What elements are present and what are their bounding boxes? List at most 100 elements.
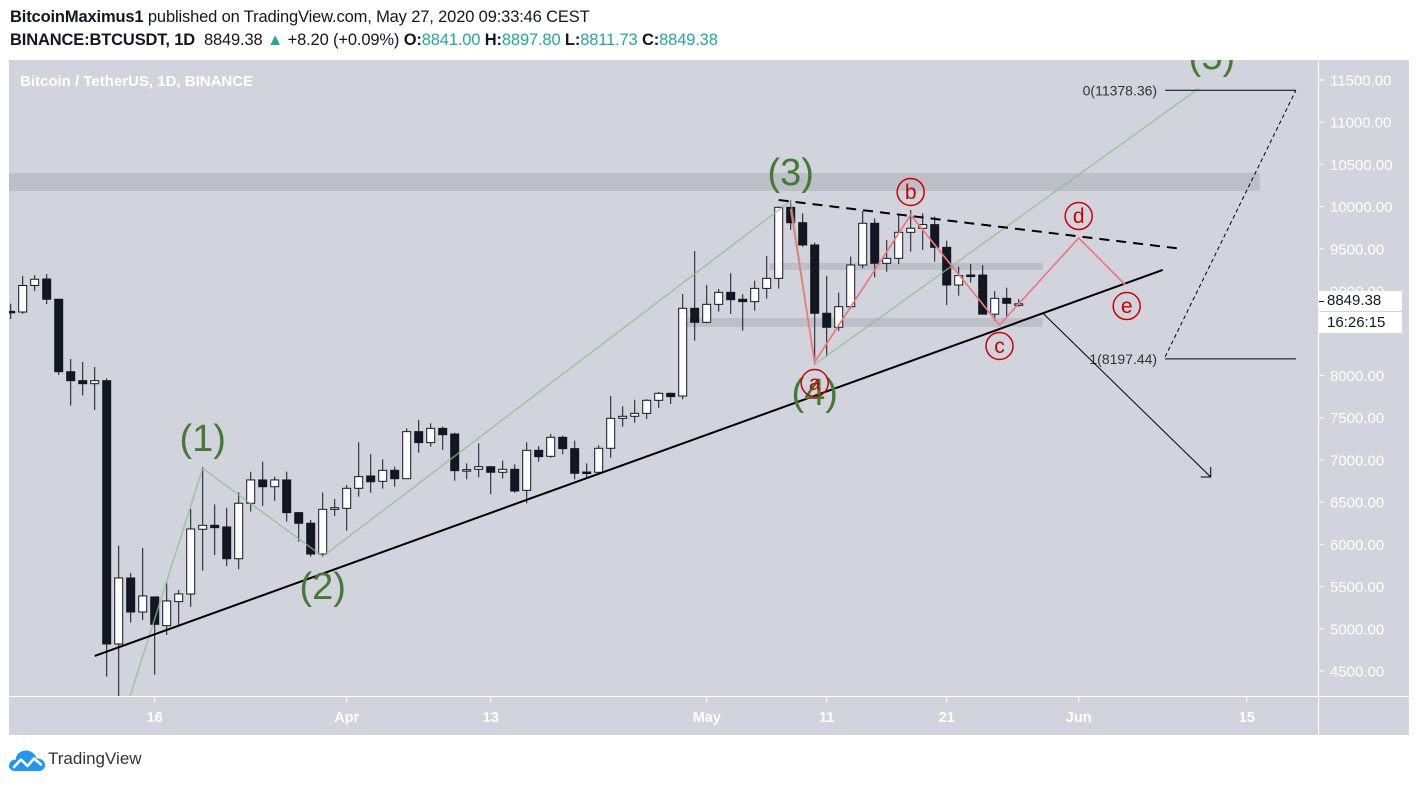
- wave-labels: (1) (2) (3) (4) (5) a b c d e: [179, 60, 1235, 608]
- candle: [738, 294, 748, 331]
- candle: [606, 396, 616, 458]
- candle: [546, 434, 556, 458]
- candle-body: [270, 479, 280, 488]
- candle-body: [510, 468, 520, 492]
- abcde-triangle-line: [789, 208, 1127, 365]
- candle-body: [210, 524, 220, 529]
- candle-body: [762, 277, 772, 289]
- price-tick-label: 5500.00: [1330, 579, 1384, 596]
- candle: [654, 391, 664, 408]
- candle: [726, 273, 736, 314]
- time-tick-label: 13: [483, 710, 499, 726]
- candle-body: [714, 291, 724, 305]
- ohlc-low-label: L:: [564, 31, 581, 49]
- ohlc-close-label: C:: [642, 31, 660, 49]
- candle-body: [798, 222, 808, 246]
- candle: [774, 206, 784, 289]
- abcde-letter: a: [809, 372, 821, 395]
- candle-body: [438, 427, 448, 436]
- candle-body: [654, 392, 664, 401]
- candle: [486, 466, 496, 495]
- candle: [270, 476, 280, 501]
- candle-body: [258, 479, 268, 488]
- candle: [366, 454, 376, 493]
- candle-body: [774, 206, 784, 279]
- tradingview-brand[interactable]: TradingView: [48, 749, 142, 768]
- author-name[interactable]: BitcoinMaximus1: [10, 8, 144, 26]
- candle-body: [810, 244, 820, 314]
- candle-body: [474, 466, 484, 470]
- chart-container[interactable]: [9, 60, 1409, 735]
- candle: [1002, 287, 1012, 317]
- candle-body: [78, 380, 88, 385]
- drawing-tools: 0(11378.36) 1(8197.44): [94, 82, 1297, 696]
- time-axis[interactable]: 16 Apr 13 May 11 21 Jun 15: [147, 697, 1255, 726]
- candle: [930, 216, 940, 262]
- candle: [966, 263, 976, 283]
- candle-body: [354, 476, 364, 489]
- candle-body: [786, 206, 796, 224]
- price-tick-label: 4500.00: [1330, 664, 1384, 681]
- abcde-letter: d: [1073, 205, 1085, 228]
- abcde-label: c: [985, 331, 1014, 361]
- candle-body: [174, 593, 184, 603]
- ohlc-high-value: 8897.80: [501, 31, 561, 49]
- candle-body: [162, 600, 172, 627]
- candle: [330, 499, 340, 517]
- candle: [390, 466, 400, 487]
- wave-label: (4): [791, 372, 837, 414]
- price-tick-label: 6500.00: [1330, 495, 1384, 512]
- label-circle: [800, 368, 829, 398]
- candle-body: [426, 427, 436, 444]
- candle: [150, 596, 160, 675]
- candle-body: [642, 399, 652, 414]
- label-circle: [985, 331, 1014, 361]
- candle: [594, 445, 604, 475]
- candle: [414, 419, 424, 453]
- candle: [42, 274, 52, 304]
- candle-body: [594, 447, 604, 473]
- price-change: +8.20 (+0.09%): [287, 31, 400, 49]
- candle-body: [846, 264, 856, 308]
- price-tick-label: 11500.00: [1330, 73, 1391, 90]
- candle-body: [54, 298, 64, 373]
- candle: [642, 399, 652, 419]
- candle: [342, 485, 352, 531]
- candle-body: [318, 508, 328, 555]
- publish-info-line: BitcoinMaximus1 published on TradingView…: [10, 6, 590, 28]
- candle: [894, 215, 904, 264]
- price-axis[interactable]: 11500.0011000.0010500.0010000.009500.009…: [1319, 73, 1393, 681]
- candle-body: [186, 528, 196, 595]
- plot-area[interactable]: 0(11378.36) 1(8197.44) (1) (2) (3) (4) (5) a b c…: [7, 36, 1297, 732]
- candle: [858, 210, 868, 269]
- tradingview-cloud-icon[interactable]: [8, 746, 46, 772]
- candle-body: [66, 371, 76, 382]
- label-circle: [1064, 201, 1093, 231]
- candle-body: [414, 431, 424, 444]
- candle-body: [282, 479, 292, 514]
- candle: [942, 240, 952, 306]
- candle: [558, 435, 568, 455]
- candle: [30, 275, 40, 292]
- candle-body: [822, 312, 832, 328]
- fib-trend-dotted-line: [1164, 90, 1297, 358]
- candle: [78, 362, 88, 396]
- ohlc-low-value: 8811.73: [580, 31, 638, 49]
- candle-body: [42, 278, 52, 300]
- abcde-label: b: [896, 177, 925, 207]
- candle: [282, 471, 292, 522]
- candle-body: [114, 577, 124, 645]
- candle-body: [570, 448, 580, 474]
- candle-body: [966, 274, 976, 278]
- candle: [174, 589, 184, 627]
- candle: [582, 463, 592, 479]
- chart-legend: Bitcoin / TetherUS, 1D, BINANCE: [20, 73, 254, 90]
- zone-8600: [682, 318, 1043, 327]
- candle-body: [450, 433, 460, 472]
- candle-body: [342, 487, 352, 509]
- ohlc-close-value: 8849.38: [659, 31, 718, 49]
- candle-body: [666, 392, 676, 398]
- fib-level-label: 1(8197.44): [1089, 351, 1157, 367]
- time-tick-label: 15: [1239, 710, 1255, 726]
